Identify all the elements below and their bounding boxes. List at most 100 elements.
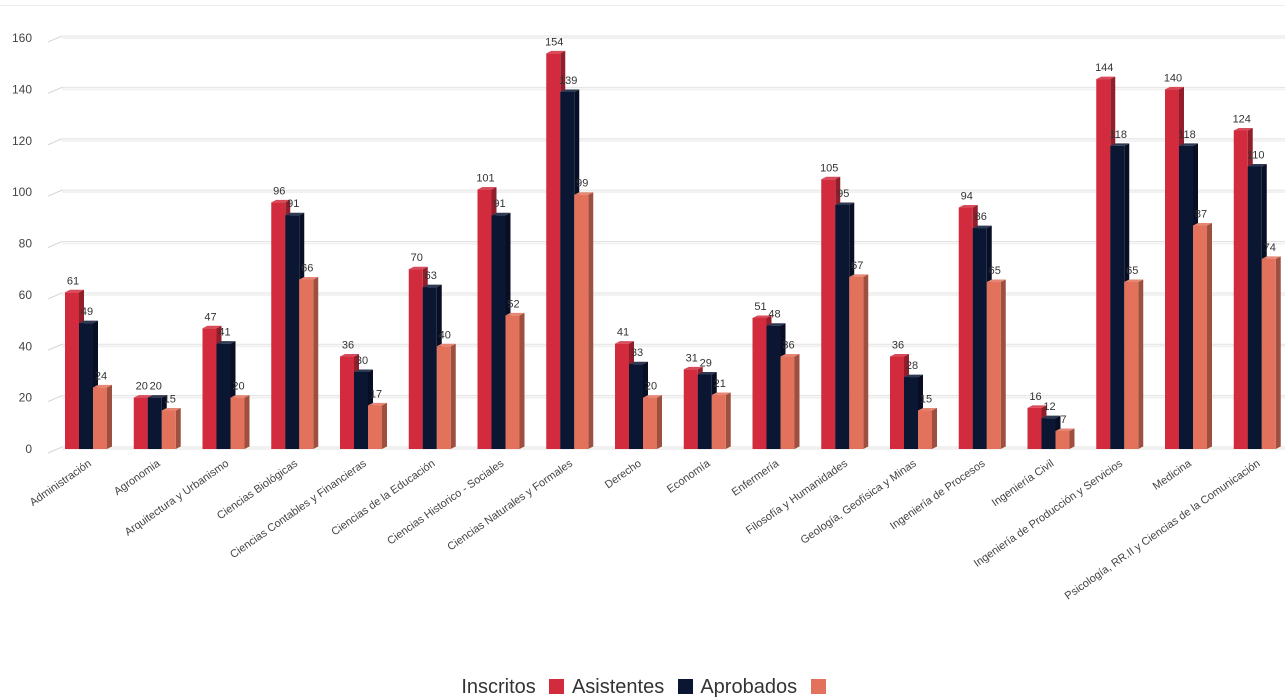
bar-top <box>560 89 580 92</box>
bar-top <box>1247 163 1267 167</box>
bar <box>697 374 712 449</box>
bar <box>835 204 850 449</box>
data-label: 94 <box>961 191 973 203</box>
category-group: 105 95 67 <box>820 162 869 449</box>
data-label: 91 <box>287 198 299 210</box>
bar-top <box>79 320 98 324</box>
bar-top <box>918 407 937 411</box>
data-label: 105 <box>820 162 838 174</box>
bar-side <box>107 384 112 449</box>
x-tick-label: Economía <box>665 457 713 496</box>
bar-side <box>313 276 319 449</box>
bar <box>1110 145 1125 449</box>
bar-top <box>958 205 978 208</box>
bar-top <box>615 341 634 344</box>
bar-top <box>752 315 772 318</box>
bar <box>299 279 314 449</box>
data-label: 51 <box>754 301 766 313</box>
data-label: 65 <box>989 265 1001 277</box>
bar-top <box>546 50 566 54</box>
x-tick-label: Ingeniería de Producción y Servicios <box>972 457 1126 570</box>
x-tick-label: Ciencias Historico - Sociales <box>385 457 506 547</box>
category-group: 124 110 74 <box>1233 113 1281 449</box>
bar-top <box>147 395 167 398</box>
bar-top <box>285 212 305 216</box>
bar-top <box>340 354 359 357</box>
category-group: 140 118 87 <box>1164 72 1212 449</box>
bar-top <box>271 199 291 203</box>
bar <box>683 369 698 449</box>
bar-top <box>629 361 648 365</box>
bar-top <box>1110 143 1130 146</box>
data-label: 15 <box>920 393 932 405</box>
bar-top <box>202 325 222 329</box>
bar-top <box>697 372 717 375</box>
category-group: 144 118 65 <box>1095 62 1144 449</box>
bar <box>918 410 932 449</box>
x-tick-label: Agronomia <box>112 457 163 498</box>
bar <box>904 377 918 449</box>
bar-top <box>477 187 497 190</box>
bar-top <box>1027 405 1047 408</box>
data-label: 41 <box>218 327 230 339</box>
bar-top <box>65 289 84 293</box>
bar-side <box>657 395 662 449</box>
y-tick-label: 100 <box>12 185 32 199</box>
bar-top <box>780 354 800 357</box>
bar <box>354 371 368 449</box>
data-label: 12 <box>1043 401 1055 413</box>
bar <box>1055 431 1070 449</box>
bar <box>849 276 864 449</box>
y-tick-label: 120 <box>12 134 32 148</box>
gridline-depth <box>47 446 63 454</box>
bar <box>202 328 217 449</box>
bar-top <box>491 212 511 216</box>
bar-top <box>436 343 456 347</box>
data-label: 96 <box>273 185 285 197</box>
bar-top <box>1124 279 1144 283</box>
bar <box>368 405 382 449</box>
bar-top <box>216 341 236 344</box>
x-tick-label: Ciencias Naturales y Formales <box>445 457 575 553</box>
bar <box>79 323 93 449</box>
data-label: 74 <box>1264 242 1276 254</box>
bar-top <box>1055 428 1075 432</box>
data-label: 40 <box>439 329 451 341</box>
bar-top <box>354 369 373 372</box>
data-label: 33 <box>631 347 643 359</box>
data-label: 7 <box>1060 414 1066 426</box>
bar-side <box>382 402 387 449</box>
bar-top <box>1179 143 1198 146</box>
bar <box>821 179 836 449</box>
data-label: 20 <box>232 381 244 393</box>
bar <box>972 228 987 449</box>
bar-top <box>683 366 703 370</box>
y-tick-label: 80 <box>19 237 33 251</box>
gridline-depth <box>47 292 63 300</box>
bar-top <box>849 274 869 277</box>
bar-side <box>175 407 181 449</box>
data-label: 15 <box>164 393 176 405</box>
bar-top <box>133 395 153 398</box>
data-label: 36 <box>342 340 354 352</box>
data-label: 28 <box>906 360 918 372</box>
data-label: 99 <box>576 178 588 190</box>
bar-top <box>835 202 855 205</box>
legend-label-asistentes: Asistentes <box>571 676 665 698</box>
bar-side <box>1207 223 1212 449</box>
x-tick-label: Geología, Geofísica y Minas <box>799 457 919 546</box>
bar <box>147 397 162 449</box>
data-label: 20 <box>645 381 657 393</box>
data-label: 20 <box>150 381 162 393</box>
bar <box>285 215 300 449</box>
bar-top <box>574 192 594 195</box>
data-label: 140 <box>1164 72 1182 84</box>
bar <box>161 410 176 449</box>
bar <box>780 356 795 449</box>
